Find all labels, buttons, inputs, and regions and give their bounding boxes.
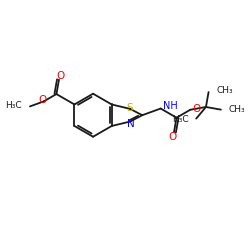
Text: CH₃: CH₃ <box>229 105 245 114</box>
Text: N: N <box>127 118 135 128</box>
Text: H₃C: H₃C <box>172 115 188 124</box>
Text: O: O <box>38 95 47 105</box>
Text: NH: NH <box>163 101 178 111</box>
Text: CH₃: CH₃ <box>216 86 233 95</box>
Text: S: S <box>127 103 133 113</box>
Text: O: O <box>56 71 64 81</box>
Text: O: O <box>169 132 177 141</box>
Text: O: O <box>193 104 201 114</box>
Text: H₃C: H₃C <box>5 102 21 110</box>
